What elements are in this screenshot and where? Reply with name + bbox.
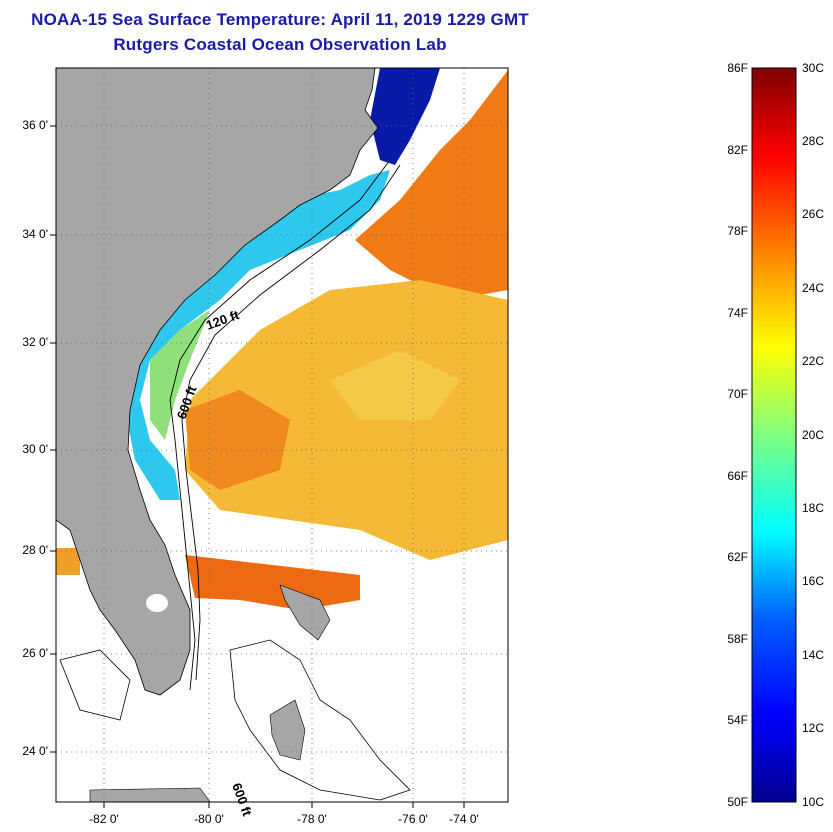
cold-water-north <box>370 68 440 165</box>
contour-florida-bay <box>59 649 131 721</box>
axis-ticks <box>50 125 465 808</box>
lat-label: 28 0' <box>22 543 48 557</box>
colorbar-f-label: 86F <box>727 61 748 75</box>
lat-label: 30 0' <box>22 442 48 456</box>
warm-patch <box>185 390 290 490</box>
lon-label: -80 0' <box>194 812 224 826</box>
warm-patch-2 <box>330 350 460 420</box>
colorbar-c-label: 28C <box>802 134 825 148</box>
lon-label: -76 0' <box>398 812 428 826</box>
island-cuba <box>89 787 211 802</box>
map-subtitle: Rutgers Coastal Ocean Observation Lab <box>113 35 447 54</box>
island-andros <box>269 699 306 761</box>
lat-label: 34 0' <box>22 227 48 241</box>
warm-water-offshore <box>355 70 508 300</box>
colorbar-c-label: 20C <box>802 428 825 442</box>
graticule <box>56 68 508 802</box>
colorbar-f-label: 62F <box>727 550 748 564</box>
lon-label: -74 0' <box>449 812 479 826</box>
gulf-of-mexico-patch <box>56 548 80 575</box>
coastal-green-band <box>150 310 210 440</box>
colorbar-c-label: 24C <box>802 281 825 295</box>
colorbar-c-label: 18C <box>802 501 825 515</box>
map-title: NOAA-15 Sea Surface Temperature: April 1… <box>31 10 529 29</box>
lat-label: 36 0' <box>22 118 48 132</box>
contour-bahamas <box>229 639 411 801</box>
map-frame <box>55 67 509 803</box>
colorbar-f-label: 50F <box>727 795 748 809</box>
lon-label: -78 0' <box>297 812 327 826</box>
colorbar-c-label: 10C <box>802 795 825 809</box>
colorbar-f-label: 58F <box>727 632 748 646</box>
contour-120ft <box>169 159 391 691</box>
colorbar-c-label: 16C <box>802 574 825 588</box>
warm-water-central <box>185 280 508 560</box>
colorbar-f-label: 66F <box>727 469 748 483</box>
lat-label: 32 0' <box>22 335 48 349</box>
colorbar-f-label: 54F <box>727 713 748 727</box>
lake-okeechobee <box>146 594 168 612</box>
lat-label: 26 0' <box>22 646 48 660</box>
us-mainland <box>56 68 379 696</box>
colorbar <box>751 67 797 803</box>
lon-label: -82 0' <box>89 812 119 826</box>
colorbar-c-label: 26C <box>802 207 825 221</box>
colorbar-f-label: 70F <box>727 387 748 401</box>
colorbar-c-label: 12C <box>802 721 825 735</box>
colorbar-f-label: 82F <box>727 143 748 157</box>
colorbar-f-label: 74F <box>727 306 748 320</box>
colorbar-c-label: 30C <box>802 61 825 75</box>
gulf-stream-band <box>185 555 360 610</box>
colorbar-c-label: 22C <box>802 354 825 368</box>
contour-600ft <box>181 164 401 681</box>
colorbar-c-label: 14C <box>802 648 825 662</box>
colorbar-f-label: 78F <box>727 224 748 238</box>
island-abaco <box>279 584 331 641</box>
lat-label: 24 0' <box>22 744 48 758</box>
